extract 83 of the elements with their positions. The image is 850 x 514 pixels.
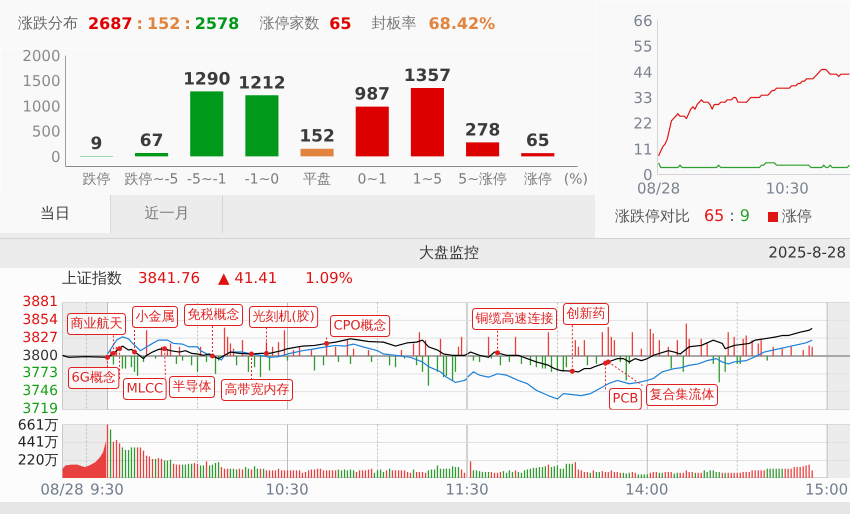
data-label: 987 bbox=[354, 84, 390, 105]
x-tick-label: 08/28 bbox=[40, 480, 84, 498]
chart-title: 大盘监控 bbox=[419, 244, 479, 262]
y-tick-label: 3719 bbox=[22, 401, 58, 417]
y-tick-label: 55 bbox=[633, 38, 653, 56]
y-tick-label: 500 bbox=[32, 122, 61, 141]
x-tick-label: 11:30 bbox=[445, 480, 489, 498]
data-label: 67 bbox=[140, 131, 164, 152]
x-tick-label: 10:30 bbox=[265, 480, 309, 498]
text: 封板率 bbox=[372, 14, 417, 34]
x-tick-label: 15:00 bbox=[804, 480, 848, 498]
annotation: 高带宽内存 bbox=[224, 382, 290, 398]
x-tick-label: 0~1 bbox=[357, 172, 388, 188]
text: ▲ 41.41 bbox=[218, 269, 278, 289]
text: : bbox=[184, 14, 191, 34]
y-tick-label: 1500 bbox=[22, 72, 61, 90]
data-label: 278 bbox=[464, 120, 500, 140]
x-tick-label: 5~涨停 bbox=[458, 172, 507, 188]
y-tick-label: 3881 bbox=[22, 294, 58, 310]
x-tick-label: 平盘 bbox=[303, 172, 332, 188]
y-tick-label: 661万 bbox=[18, 418, 59, 434]
y-tick-label: 3827 bbox=[22, 330, 58, 346]
annotation: 半导体 bbox=[172, 380, 212, 394]
data-label: 1357 bbox=[404, 66, 452, 86]
annotation: 免税概念 bbox=[188, 308, 240, 322]
legend-label: 涨停 bbox=[782, 206, 812, 226]
x-axis-title: (%) bbox=[564, 172, 588, 188]
text: 近一月 bbox=[112, 195, 223, 233]
y-tick-label: 2000 bbox=[22, 47, 61, 65]
x-tick-label: 10:30 bbox=[766, 180, 809, 198]
y-tick-label: 33 bbox=[633, 89, 653, 107]
data-label: 152 bbox=[299, 126, 335, 147]
y-tick-label: 22 bbox=[633, 114, 653, 133]
text: 2578 bbox=[194, 14, 240, 34]
x-tick-label: 涨停 bbox=[524, 172, 552, 188]
annotation: 创新药 bbox=[566, 306, 606, 322]
y-tick-label: 11 bbox=[633, 140, 653, 158]
text: 68.42% bbox=[428, 14, 496, 34]
chart-title: 涨跌分布 bbox=[18, 14, 78, 34]
y-tick-label: 3800 bbox=[22, 348, 58, 364]
y-tick-label: 220万 bbox=[18, 452, 59, 469]
text: 涨停家数 bbox=[259, 14, 320, 34]
x-tick-label: 9:30 bbox=[90, 480, 124, 498]
text: 65 bbox=[704, 206, 724, 227]
annotation: 铜缆高速连接 bbox=[474, 310, 554, 326]
annotation: CPO概念 bbox=[334, 318, 387, 334]
x-tick-label: -5~-1 bbox=[186, 172, 227, 188]
y-tick-label: 3773 bbox=[22, 365, 58, 382]
x-tick-label: 14:00 bbox=[625, 480, 668, 498]
annotation: 商业航天 bbox=[70, 316, 122, 332]
text: 当日 bbox=[0, 195, 111, 233]
text: 涨跌停对比 bbox=[615, 206, 690, 226]
y-tick-label: 66 bbox=[633, 12, 653, 30]
text: 3841.76 bbox=[138, 269, 200, 289]
text: 65 bbox=[329, 14, 352, 34]
y-tick-label: 3746 bbox=[22, 383, 58, 400]
data-label: 1290 bbox=[183, 69, 231, 90]
text: 2687 bbox=[88, 14, 133, 34]
text: 上证指数 bbox=[62, 269, 122, 289]
data-label: 65 bbox=[526, 131, 550, 152]
data-label: 9 bbox=[90, 134, 102, 154]
y-tick-label: 0 bbox=[50, 148, 61, 166]
text: 9 bbox=[740, 206, 750, 227]
chart-title: 2025-8-28 bbox=[768, 244, 846, 262]
annotation: 6G概念 bbox=[72, 370, 116, 386]
y-tick-label: 44 bbox=[633, 63, 653, 82]
annotation: 小金属 bbox=[136, 310, 174, 324]
annotation: 光刻机(胶) bbox=[252, 310, 315, 324]
annotation: MLCC bbox=[126, 382, 164, 396]
text: 1.09% bbox=[305, 269, 353, 289]
annotation: PCB bbox=[612, 392, 638, 406]
data-label: 1212 bbox=[238, 73, 286, 94]
x-tick-label: -1~0 bbox=[244, 172, 280, 188]
y-tick-label: 1000 bbox=[22, 97, 61, 116]
x-tick-label: 1~5 bbox=[412, 172, 442, 188]
x-tick-label: 跌停 bbox=[82, 172, 110, 188]
x-tick-label: 跌停~-5 bbox=[124, 172, 178, 188]
y-tick-label: 3854 bbox=[22, 312, 58, 328]
text: : bbox=[136, 14, 143, 34]
text: : bbox=[729, 206, 735, 227]
y-tick-label: 441万 bbox=[18, 434, 59, 450]
text: 152 bbox=[146, 14, 180, 34]
annotation: 复合集流体 bbox=[650, 386, 714, 402]
